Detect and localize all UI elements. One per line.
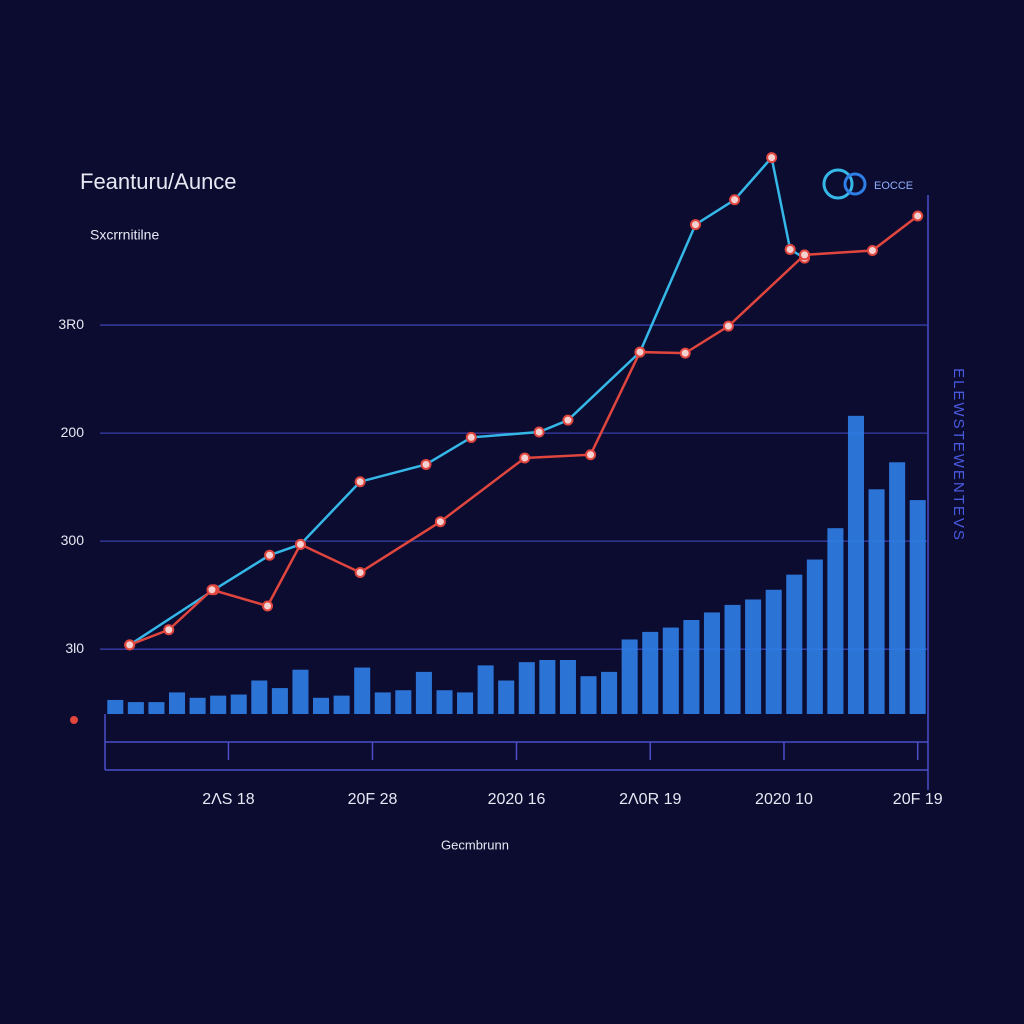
- bar: [415, 671, 432, 714]
- point: [784, 243, 796, 255]
- bar: [559, 659, 576, 714]
- point: [766, 152, 778, 164]
- bar: [868, 489, 885, 714]
- point: [729, 194, 741, 206]
- bar: [621, 639, 638, 714]
- x-tick-label: 2020 10: [755, 791, 813, 808]
- point: [679, 347, 691, 359]
- x-tick-label: 20F 28: [348, 791, 398, 808]
- bar: [168, 692, 186, 714]
- x-tick-label: 2Λ0R 19: [619, 791, 681, 808]
- bar: [806, 559, 823, 714]
- bar: [827, 528, 844, 714]
- bar: [847, 415, 865, 714]
- point: [690, 219, 702, 231]
- point: [799, 249, 811, 261]
- bar: [539, 659, 556, 714]
- bar: [107, 699, 124, 714]
- point: [912, 210, 924, 222]
- bar: [703, 612, 720, 714]
- legend-swatch: [822, 168, 854, 200]
- bar: [601, 671, 618, 714]
- bar: [374, 692, 391, 714]
- point: [465, 431, 477, 443]
- point: [722, 320, 734, 332]
- point: [434, 516, 446, 528]
- y-tick-label: 3R0: [58, 316, 84, 332]
- x-tick-label: 2020 16: [488, 791, 546, 808]
- bar: [683, 620, 700, 714]
- point: [206, 584, 218, 596]
- bar: [271, 688, 288, 714]
- x-tick-label: 20F 19: [893, 791, 943, 808]
- point: [585, 449, 597, 461]
- point: [354, 566, 366, 578]
- right-axis-label: ELEWSTEWENTEVS: [950, 368, 967, 542]
- bar: [210, 695, 227, 714]
- bar: [477, 665, 494, 714]
- bar: [724, 604, 741, 714]
- bar: [765, 589, 782, 714]
- point: [294, 538, 306, 550]
- point: [562, 414, 574, 426]
- point: [124, 639, 136, 651]
- point: [866, 245, 878, 257]
- point: [264, 549, 276, 561]
- bar: [127, 702, 144, 714]
- chart-subtitle: Sxcrrnitilne: [90, 227, 159, 243]
- chart-title: Feanturu/Aunce: [80, 169, 237, 194]
- point: [634, 346, 646, 358]
- bar: [580, 676, 597, 714]
- point: [354, 476, 366, 488]
- bar: [251, 680, 268, 714]
- bar: [457, 692, 474, 714]
- y-tick-label: 3l0: [65, 640, 84, 656]
- bar: [354, 667, 371, 714]
- bar: [313, 697, 330, 714]
- bar: [333, 695, 350, 714]
- legend-label: EOCCE: [874, 180, 913, 192]
- point: [262, 600, 274, 612]
- bar: [889, 462, 906, 714]
- bar: [436, 690, 453, 714]
- bar: [148, 702, 165, 714]
- x-axis-title: Gecmbrunn: [441, 837, 509, 852]
- x-tick-label: 2ΛS 18: [202, 791, 255, 808]
- point: [519, 452, 531, 464]
- bar: [745, 599, 762, 714]
- bar: [642, 631, 659, 714]
- bar: [189, 697, 206, 714]
- axis-origin-dot: [70, 716, 78, 724]
- bar: [498, 680, 515, 714]
- point: [533, 426, 545, 438]
- legend-swatch: [843, 172, 867, 196]
- bar: [518, 662, 535, 714]
- y-tick-label: 200: [61, 424, 85, 440]
- point: [420, 458, 432, 470]
- bar: [909, 500, 926, 714]
- y-tick-label: 300: [61, 532, 85, 548]
- bar: [395, 690, 412, 714]
- bar: [230, 694, 247, 714]
- bar: [662, 627, 679, 714]
- bar: [786, 574, 803, 714]
- point: [163, 624, 175, 636]
- bar: [292, 669, 309, 714]
